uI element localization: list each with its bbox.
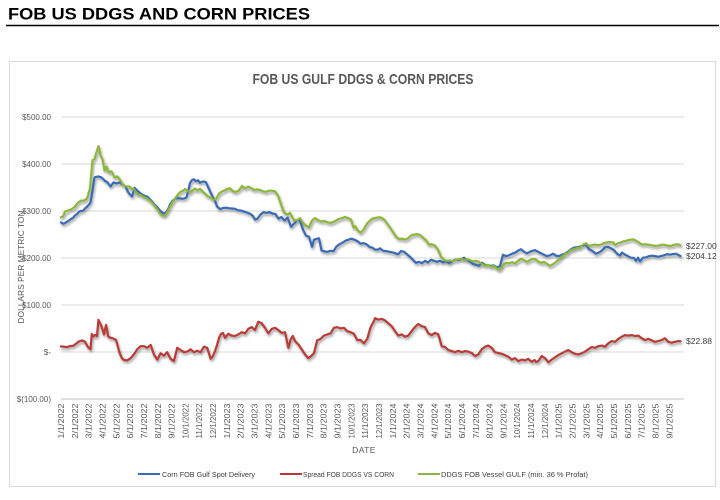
svg-text:4/1/2025: 4/1/2025 [596,403,605,439]
svg-text:8/1/2023: 8/1/2023 [320,403,329,439]
svg-text:2/1/2023: 2/1/2023 [237,403,246,439]
svg-text:12/1/2023: 12/1/2023 [375,403,384,439]
svg-text:DOLLARS PER METRIC TON: DOLLARS PER METRIC TON [17,210,26,323]
svg-text:Spread FOB DDGS VS CORN: Spread FOB DDGS VS CORN [303,470,394,479]
svg-text:$500.00: $500.00 [22,113,51,122]
svg-text:$22.88: $22.88 [686,336,712,346]
svg-text:8/1/2025: 8/1/2025 [652,403,661,439]
svg-text:6/1/2023: 6/1/2023 [292,403,301,439]
svg-text:$204.12: $204.12 [686,251,717,261]
svg-text:8/1/2024: 8/1/2024 [486,403,495,439]
svg-text:12/1/2022: 12/1/2022 [209,403,218,439]
svg-text:9/1/2023: 9/1/2023 [334,403,343,439]
svg-text:1/1/2025: 1/1/2025 [555,403,564,439]
svg-text:DDGS FOB Vessel GULF (min. 36: DDGS FOB Vessel GULF (min. 36 % Profat) [441,470,588,479]
svg-text:3/1/2024: 3/1/2024 [416,403,425,439]
svg-text:2/1/2024: 2/1/2024 [403,403,412,439]
svg-text:11/1/2022: 11/1/2022 [195,403,204,439]
svg-text:6/1/2025: 6/1/2025 [624,403,633,439]
svg-text:$200.00: $200.00 [22,254,51,263]
svg-text:7/1/2025: 7/1/2025 [638,403,647,439]
svg-text:1/1/2022: 1/1/2022 [57,403,66,439]
svg-text:11/1/2023: 11/1/2023 [361,403,370,439]
svg-text:3/1/2022: 3/1/2022 [85,403,94,439]
svg-text:4/1/2023: 4/1/2023 [264,403,273,439]
svg-text:$(100.00): $(100.00) [17,395,52,404]
svg-text:FOB US DDGS AND CORN PRICES: FOB US DDGS AND CORN PRICES [8,6,310,24]
svg-text:FOB US GULF DDGS & CORN PRICES: FOB US GULF DDGS & CORN PRICES [253,71,474,88]
svg-text:5/1/2024: 5/1/2024 [444,403,453,439]
svg-text:9/1/2024: 9/1/2024 [499,403,508,439]
svg-text:1/1/2023: 1/1/2023 [223,403,232,439]
svg-text:5/1/2022: 5/1/2022 [112,403,121,439]
svg-text:3/1/2023: 3/1/2023 [251,403,260,439]
svg-text:6/1/2022: 6/1/2022 [126,403,135,439]
svg-text:7/1/2024: 7/1/2024 [472,403,481,439]
svg-text:9/1/2025: 9/1/2025 [665,403,674,439]
svg-text:2/1/2025: 2/1/2025 [569,403,578,439]
svg-text:$100.00: $100.00 [22,301,51,310]
svg-text:12/1/2024: 12/1/2024 [541,403,550,439]
svg-text:9/1/2022: 9/1/2022 [168,403,177,439]
svg-text:$-: $- [44,348,51,357]
svg-text:8/1/2022: 8/1/2022 [154,403,163,439]
svg-text:10/1/2024: 10/1/2024 [513,403,522,439]
svg-text:5/1/2023: 5/1/2023 [278,403,287,439]
svg-text:4/1/2022: 4/1/2022 [99,403,108,439]
svg-text:10/1/2023: 10/1/2023 [347,403,356,439]
svg-text:$400.00: $400.00 [22,160,51,169]
svg-text:10/1/2022: 10/1/2022 [181,403,190,439]
svg-text:7/1/2023: 7/1/2023 [306,403,315,439]
svg-text:11/1/2024: 11/1/2024 [527,403,536,439]
svg-text:Corn FOB Gulf Spot Delivery: Corn FOB Gulf Spot Delivery [162,470,255,479]
svg-text:4/1/2024: 4/1/2024 [430,403,439,439]
svg-text:3/1/2025: 3/1/2025 [582,403,591,439]
svg-text:5/1/2025: 5/1/2025 [610,403,619,439]
svg-text:6/1/2024: 6/1/2024 [458,403,467,439]
svg-text:2/1/2022: 2/1/2022 [71,403,80,439]
svg-text:$227.00: $227.00 [686,241,717,251]
svg-text:1/1/2024: 1/1/2024 [389,403,398,439]
svg-text:$300.00: $300.00 [22,207,51,216]
svg-text:7/1/2022: 7/1/2022 [140,403,149,439]
svg-text:DATE: DATE [352,445,376,455]
